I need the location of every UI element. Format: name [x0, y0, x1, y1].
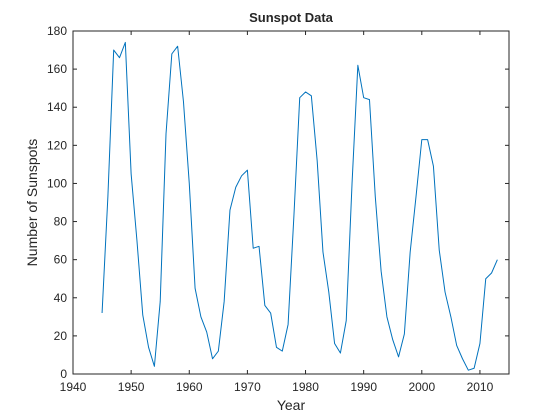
x-tick-label: 1970 [234, 380, 261, 394]
y-tick-label: 40 [54, 291, 68, 305]
y-tick-label: 60 [54, 253, 68, 267]
series-group [101, 41, 498, 371]
y-tick-label: 180 [47, 24, 67, 38]
x-tick-label: 1990 [350, 380, 377, 394]
x-tick-label: 2000 [408, 380, 435, 394]
x-axis-label: Year [277, 397, 306, 413]
plot-area [73, 31, 509, 374]
x-tick-label: 1960 [176, 380, 203, 394]
chart-title: Sunspot Data [249, 10, 334, 25]
series-line [101, 41, 498, 371]
x-tick-label: 1950 [118, 380, 145, 394]
y-axis-label: Number of Sunspots [24, 139, 40, 267]
x-tick-label: 1980 [292, 380, 319, 394]
x-tick-label: 1940 [60, 380, 87, 394]
x-tick-label: 2010 [467, 380, 494, 394]
x-axis-ticks: 1940 1950 1960 1970 1980 1990 2000 2010 [60, 31, 494, 394]
y-axis-ticks: 0 20 40 60 80 100 120 140 160 180 [47, 24, 509, 381]
axes-box [72, 30, 510, 375]
y-tick-label: 0 [60, 367, 67, 381]
y-tick-label: 120 [47, 138, 67, 152]
y-tick-label: 20 [54, 329, 68, 343]
y-tick-label: 100 [47, 176, 67, 190]
y-tick-label: 140 [47, 100, 67, 114]
y-tick-label: 80 [54, 215, 68, 229]
y-tick-label: 160 [47, 62, 67, 76]
